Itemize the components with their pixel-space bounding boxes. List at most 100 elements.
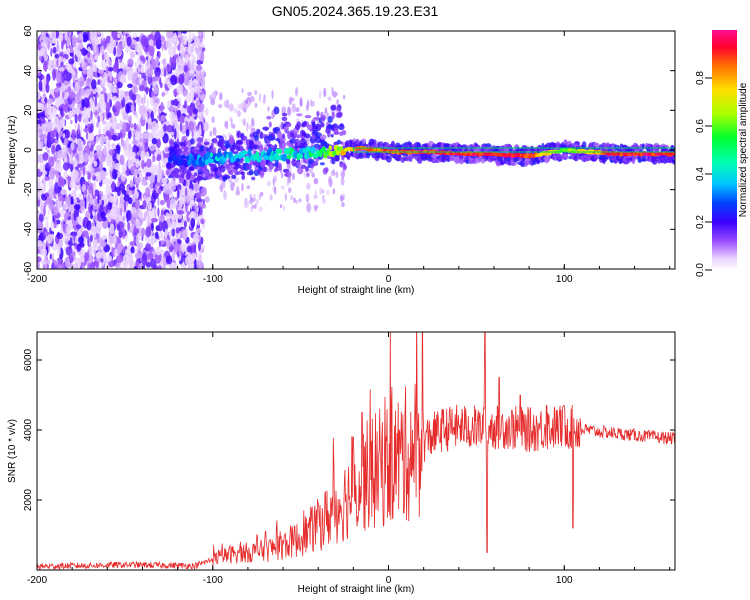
noise-blob [305, 193, 310, 203]
noise-blob [53, 116, 60, 128]
noise-blob [195, 228, 203, 234]
noise-blob [47, 103, 52, 116]
noise-blob [162, 256, 167, 267]
ridge-wing [270, 144, 274, 148]
ridge-wing [314, 123, 322, 132]
noise-blob [89, 261, 96, 269]
x-tick-label: -100 [203, 274, 223, 285]
ridge-wing [285, 171, 292, 178]
ridge-core [187, 159, 192, 166]
y-tick-label: -60 [23, 261, 34, 276]
noise-blob [105, 254, 113, 262]
noise-blob [145, 210, 149, 217]
noise-blob [174, 128, 177, 140]
noise-blob [194, 36, 201, 48]
noise-blob [313, 204, 319, 210]
noise-blob [128, 115, 132, 122]
ridge-wing [304, 115, 312, 119]
ridge-wing [325, 127, 331, 134]
noise-blob [155, 246, 162, 256]
noise-blob [62, 57, 67, 63]
noise-blob [141, 181, 149, 186]
y-tick-label: -40 [23, 222, 34, 237]
noise-blob [133, 122, 137, 131]
noise-blob [73, 198, 78, 204]
figure-title: GN05.2024.365.19.23.E31 [272, 3, 439, 19]
noise-blob [166, 63, 170, 73]
noise-blob [92, 102, 96, 113]
noise-blob [90, 144, 94, 152]
noise-blob [72, 108, 76, 115]
noise-blob [127, 58, 134, 66]
noise-blob [179, 199, 183, 208]
noise-blob [107, 45, 114, 54]
noise-blob [115, 263, 120, 268]
ridge-core [247, 148, 252, 156]
noise-blob [95, 252, 103, 259]
noise-blob [254, 90, 258, 95]
noise-blob [49, 167, 56, 180]
noise-blob [49, 59, 56, 66]
noise-blob [67, 83, 74, 88]
noise-blob [185, 129, 190, 137]
noise-blob [138, 84, 145, 92]
noise-blob [201, 203, 206, 209]
noise-blob [110, 223, 115, 235]
noise-blob [87, 172, 91, 180]
noise-blob [199, 52, 205, 62]
noise-blob [106, 155, 113, 167]
noise-blob [66, 36, 70, 48]
noise-blob [92, 184, 95, 196]
noise-blob [155, 122, 159, 131]
noise-blob [324, 107, 328, 114]
noise-blob [112, 96, 118, 102]
noise-blob [46, 263, 49, 269]
noise-blob [248, 199, 253, 205]
noise-blob [194, 80, 199, 85]
snr-frame [36, 331, 676, 571]
y-tick-label: 40 [23, 65, 34, 77]
noise-blob [101, 31, 104, 41]
ridge-core [276, 148, 283, 155]
ridge-wing [248, 169, 254, 176]
noise-blob [225, 121, 228, 130]
noise-blob [111, 160, 116, 169]
noise-blob [142, 132, 149, 140]
noise-blob [166, 31, 173, 39]
noise-blob [68, 110, 74, 119]
noise-blob [247, 100, 250, 108]
noise-blob [147, 111, 150, 119]
noise-blob [84, 252, 89, 262]
noise-blob [200, 43, 206, 48]
noise-blob [72, 251, 76, 256]
noise-blob [169, 198, 177, 209]
noise-blob [116, 254, 123, 264]
noise-blob [64, 168, 67, 178]
noise-blob [183, 76, 190, 86]
noise-blob [157, 187, 162, 195]
noise-blob [188, 121, 195, 131]
noise-blob [41, 118, 46, 124]
ridge-wing [311, 160, 319, 167]
noise-blob [88, 138, 91, 149]
noise-blob [102, 87, 107, 93]
noise-blob [159, 199, 165, 206]
noise-blob [56, 58, 59, 68]
ridge-wing [556, 154, 564, 160]
noise-blob [50, 231, 55, 236]
noise-blob [284, 192, 288, 201]
noise-blob [45, 121, 53, 130]
y-tick-label: 2000 [23, 488, 34, 511]
noise-blob [147, 201, 152, 211]
ridge-wing [222, 144, 226, 151]
noise-blob [115, 144, 121, 151]
noise-blob [143, 93, 146, 104]
noise-blob [38, 54, 42, 62]
noise-blob [290, 195, 294, 201]
ridge-wing [281, 133, 286, 139]
noise-blob [82, 165, 86, 176]
noise-blob [184, 256, 190, 265]
noise-blob [135, 99, 138, 105]
ridge-wing [281, 116, 288, 122]
